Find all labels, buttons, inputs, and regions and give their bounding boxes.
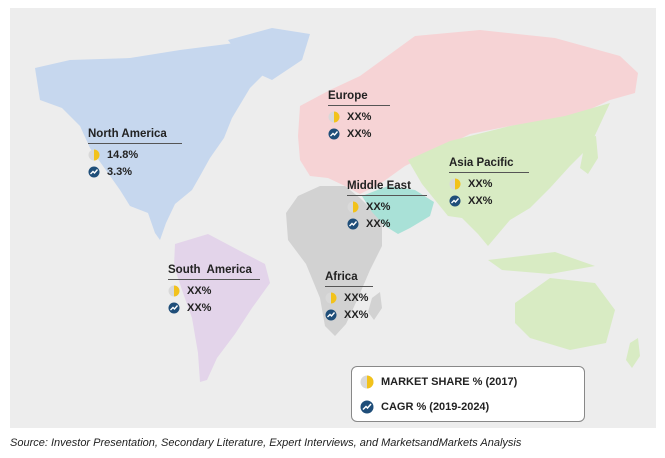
market-share-south-america: XX% [168,285,260,297]
cagr-value: XX% [347,128,372,140]
region-europe: Europe XX% XX% [328,90,390,140]
pie-chart-icon [347,201,359,213]
market-share-asia-pacific: XX% [449,178,529,190]
cagr-north-america: 3.3% [88,166,182,178]
market-share-value: XX% [187,285,212,297]
source-note: Source: Investor Presentation, Secondary… [10,437,522,449]
cagr-asia-pacific: XX% [449,195,529,207]
market-share-value: XX% [347,111,372,123]
market-share-value: 14.8% [107,149,139,161]
pie-chart-icon [88,149,100,161]
market-share-value: XX% [344,292,369,304]
japan-landmass [580,136,598,174]
pie-chart-icon [328,111,340,123]
cagr-africa: XX% [325,309,373,321]
cagr-value: XX% [468,195,493,207]
region-south-america: South America XX% XX% [168,264,260,314]
indonesia-landmass [488,252,595,274]
growth-chart-icon [168,302,180,314]
pie-chart-icon [325,292,337,304]
pie-chart-icon [360,375,374,388]
cagr-value: XX% [187,302,212,314]
australia-landmass [515,278,615,350]
growth-chart-icon [347,218,359,230]
world-map [35,28,640,382]
legend-market-share: MARKET SHARE % (2017) [360,369,584,394]
middle-east-landmass [362,186,434,234]
cagr-value: XX% [344,309,369,321]
region-africa: Africa XX% XX% [325,271,373,321]
region-middle-east: Middle East XX% XX% [347,180,427,230]
region-name-europe: Europe [328,90,390,106]
asia-pacific-landmass [408,103,610,246]
cagr-value: 3.3% [107,166,133,178]
north-america-landmass [35,43,280,240]
growth-chart-icon [325,309,337,321]
map-legend: MARKET SHARE % (2017) CAGR % (2019-2024) [351,366,585,422]
region-name-asia-pacific: Asia Pacific [449,157,529,173]
region-name-north-america: North America [88,128,182,144]
europe-landmass [298,30,638,194]
growth-chart-icon [360,400,374,413]
new-zealand-landmass [626,338,640,368]
legend-market-share-label: MARKET SHARE % (2017) [381,375,518,388]
region-name-south-america: South America [168,264,260,280]
region-north-america: North America 14.8% 3.3% [88,128,182,178]
pie-chart-icon [168,285,180,297]
region-name-middle-east: Middle East [347,180,427,196]
growth-chart-icon [328,128,340,140]
region-name-africa: Africa [325,271,373,287]
market-share-middle-east: XX% [347,201,427,213]
cagr-middle-east: XX% [347,218,427,230]
madagascar-landmass [368,292,382,320]
legend-cagr-label: CAGR % (2019-2024) [381,400,490,413]
region-asia-pacific: Asia Pacific XX% XX% [449,157,529,207]
cagr-value: XX% [366,218,391,230]
market-share-value: XX% [468,178,493,190]
market-share-africa: XX% [325,292,373,304]
growth-chart-icon [88,166,100,178]
growth-chart-icon [449,195,461,207]
legend-cagr: CAGR % (2019-2024) [360,394,584,419]
greenland-landmass [228,28,310,80]
south-america-landmass [174,234,270,382]
cagr-south-america: XX% [168,302,260,314]
pie-chart-icon [449,178,461,190]
market-share-value: XX% [366,201,391,213]
market-share-europe: XX% [328,111,390,123]
cagr-europe: XX% [328,128,390,140]
market-share-north-america: 14.8% [88,149,182,161]
